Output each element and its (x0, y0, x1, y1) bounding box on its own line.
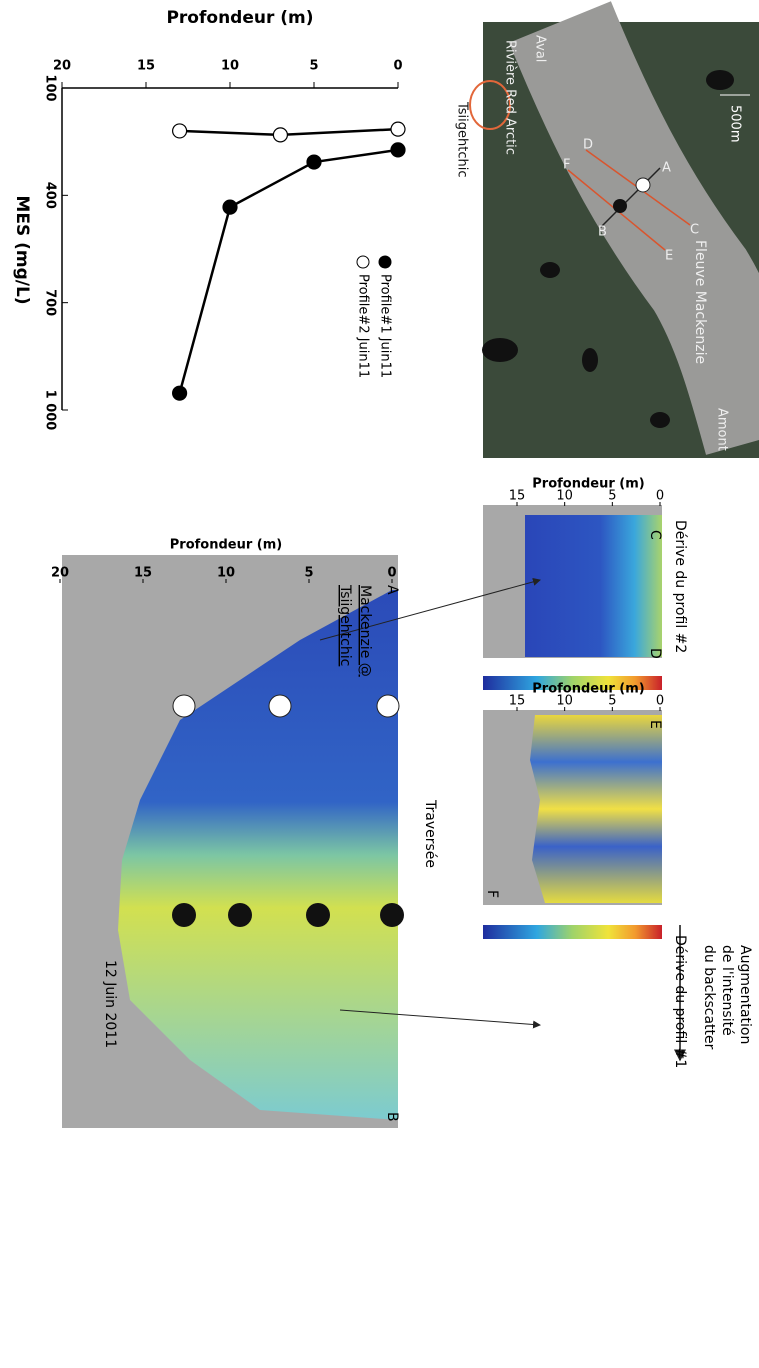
point-label: F (563, 158, 570, 173)
arrow (339, 1009, 541, 1029)
map: 500m Aval Amont Fleuve Mackenzie Rivière… (455, 1, 759, 458)
point (222, 199, 238, 215)
legend-label: Profile#1 Juin11 (378, 274, 393, 378)
y-tick-label: 400 (43, 182, 58, 209)
river (509, 1, 759, 455)
profile-1-marker (306, 903, 330, 927)
start-label: E (647, 720, 663, 729)
panel-tick-label: 5 (304, 566, 313, 581)
y-tick-label: 700 (43, 289, 58, 316)
point (172, 385, 188, 401)
arrow (319, 577, 541, 641)
point (172, 123, 188, 139)
site-circle (469, 80, 511, 130)
date-label: 12 Juin 2011 (102, 960, 118, 1048)
profile-2-marker (172, 694, 196, 718)
point (306, 154, 322, 170)
panel-title: Traversée (422, 799, 438, 868)
transect-profiles (172, 694, 404, 927)
panel-axis-title: Profondeur (m) (532, 477, 644, 492)
legend-marker (378, 255, 392, 269)
panel-axis-title: Profondeur (m) (532, 682, 644, 697)
colorbar (483, 925, 662, 939)
end-label: D (647, 648, 663, 659)
legend-label: Profile#2 Juin11 (356, 274, 371, 378)
pond (482, 338, 518, 362)
x-tick-label: 15 (137, 59, 155, 74)
site-label: Mackenzie @ (357, 585, 373, 677)
point-label: E (665, 249, 673, 264)
point-label: A (662, 161, 671, 176)
panel-title: Dérive du profil #2 (672, 520, 688, 653)
end-label: F (484, 890, 500, 898)
start-label: C (647, 530, 663, 540)
panel-tick-label: 10 (556, 489, 573, 504)
profile-1-marker (172, 903, 196, 927)
panel-tick-label: 5 (608, 694, 616, 709)
colorbar-note: de l'intensité (719, 945, 735, 1036)
colorbar-note: du backscatter (701, 945, 717, 1050)
point (390, 121, 406, 137)
x-tick-label: 20 (53, 59, 71, 74)
profile-2-marker (268, 694, 292, 718)
scale-label: 500m (728, 105, 743, 142)
end-label: B (384, 1112, 400, 1122)
panel-tick-label: 10 (556, 694, 573, 709)
y-tick-label: 1 000 (43, 390, 58, 431)
pond (540, 262, 560, 278)
backscatter-image (525, 515, 662, 657)
point-label: C (690, 223, 699, 238)
pond (706, 70, 734, 90)
panel-tick-label: 5 (608, 489, 616, 504)
profile-1-marker (228, 903, 252, 927)
x-axis-title: Profondeur (m) (166, 8, 313, 28)
legend-marker (356, 255, 370, 269)
point (272, 127, 288, 143)
y-tick-label: 100 (43, 74, 58, 101)
x-tick-label: 10 (221, 59, 239, 74)
pond (650, 412, 670, 428)
y-axis-title: MES (mg/L) (12, 195, 32, 304)
profile-2-site (635, 177, 651, 193)
point-label: B (598, 225, 607, 240)
site-label: Tsiigehtchic (337, 584, 353, 666)
panel-tick-label: 10 (217, 566, 235, 581)
panel-title: Dérive du profil #1 (672, 935, 688, 1068)
panel-tick-label: 15 (134, 566, 152, 581)
colorbar-note: Augmentation (737, 945, 753, 1044)
point-label: D (583, 138, 593, 153)
point (390, 142, 406, 158)
profile-1-site (613, 199, 627, 213)
panel-tick-label: 15 (509, 489, 526, 504)
series-line (179, 127, 399, 137)
pond (582, 348, 598, 372)
profile-2-marker (376, 694, 400, 718)
series-line (178, 148, 399, 394)
panel-tick-label: 0 (387, 566, 396, 581)
x-tick-label: 5 (309, 59, 318, 74)
panel-tick-label: 0 (656, 489, 664, 504)
panel-axis-title: Profondeur (m) (170, 538, 282, 553)
panel-tick-label: 0 (656, 694, 664, 709)
town-label: Tsiigehtchic (455, 101, 470, 178)
backscatter-image (530, 715, 662, 903)
backscatter-image (118, 590, 398, 1120)
transect (599, 167, 661, 229)
tributary-label: Rivière Red Arctic (503, 40, 518, 155)
panel-tick-label: 15 (509, 694, 526, 709)
x-tick-label: 0 (393, 59, 402, 74)
upstream: Amont (715, 408, 730, 451)
river-label: Fleuve Mackenzie (692, 240, 708, 364)
profile-1-marker (380, 903, 404, 927)
downstream: Aval (533, 35, 548, 62)
start-label: A (384, 585, 400, 595)
panel-tick-label: 20 (51, 566, 69, 581)
colorbar (483, 676, 662, 690)
